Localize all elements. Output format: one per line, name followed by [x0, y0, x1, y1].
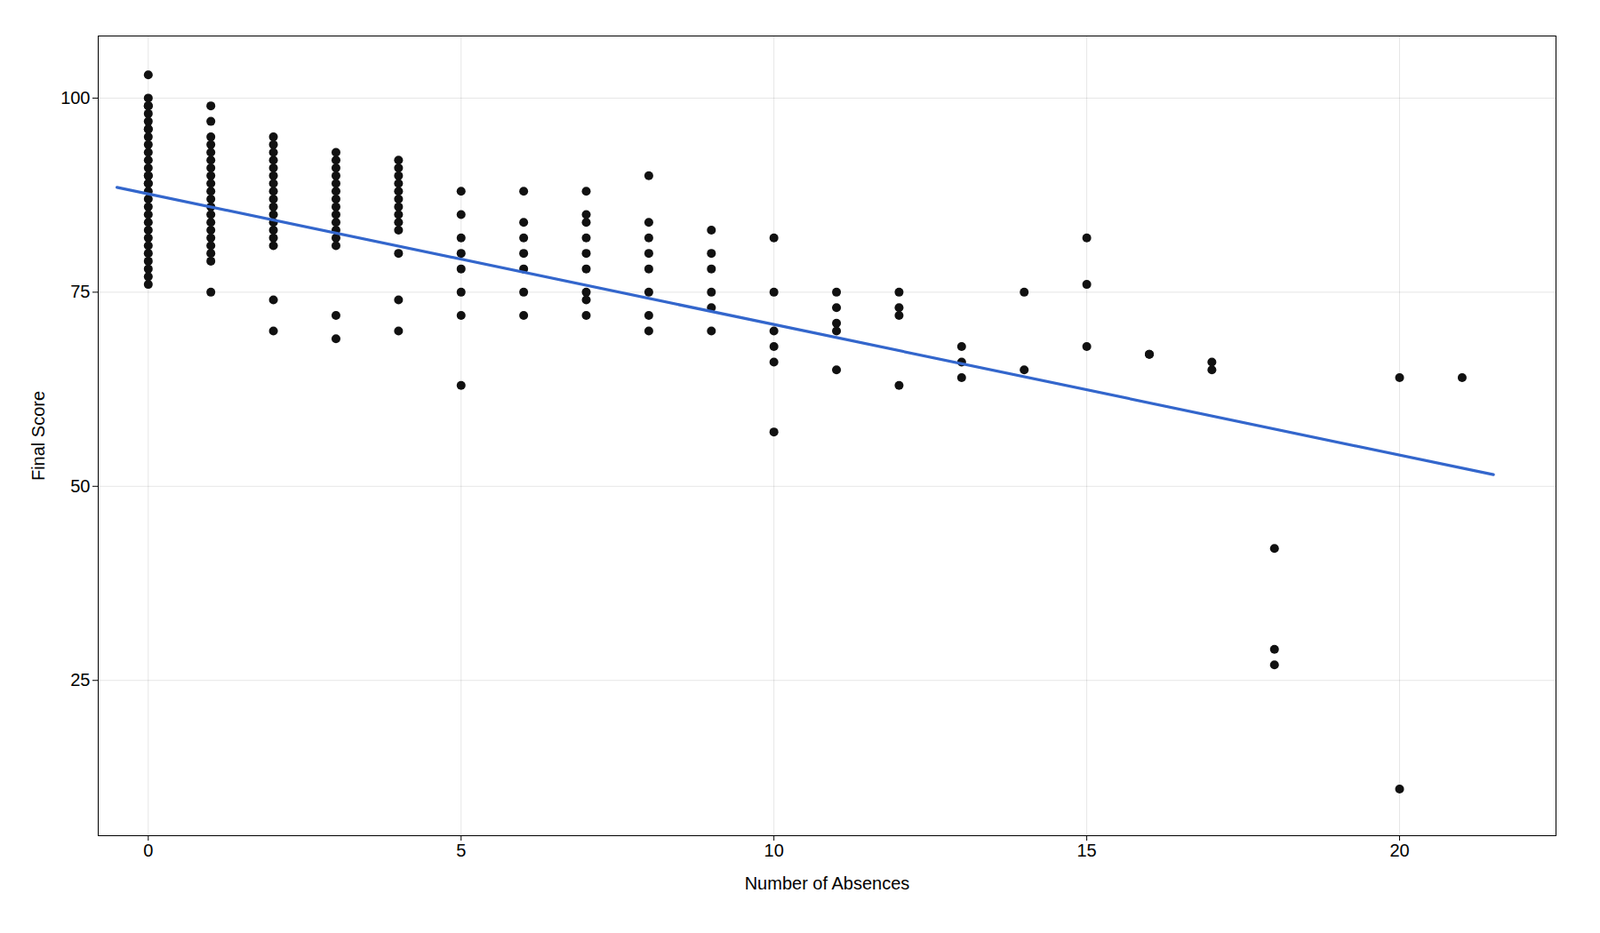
svg-text:5: 5	[456, 840, 466, 861]
svg-text:25: 25	[70, 670, 90, 690]
svg-text:75: 75	[70, 281, 90, 302]
svg-text:0: 0	[143, 840, 153, 861]
svg-text:15: 15	[1076, 840, 1096, 861]
svg-text:100: 100	[60, 88, 90, 108]
svg-text:50: 50	[70, 476, 90, 496]
svg-text:20: 20	[1389, 840, 1409, 861]
svg-text:Number of Absences: Number of Absences	[744, 873, 911, 894]
svg-text:Final Score: Final Score	[28, 391, 48, 481]
svg-text:10: 10	[764, 840, 784, 861]
